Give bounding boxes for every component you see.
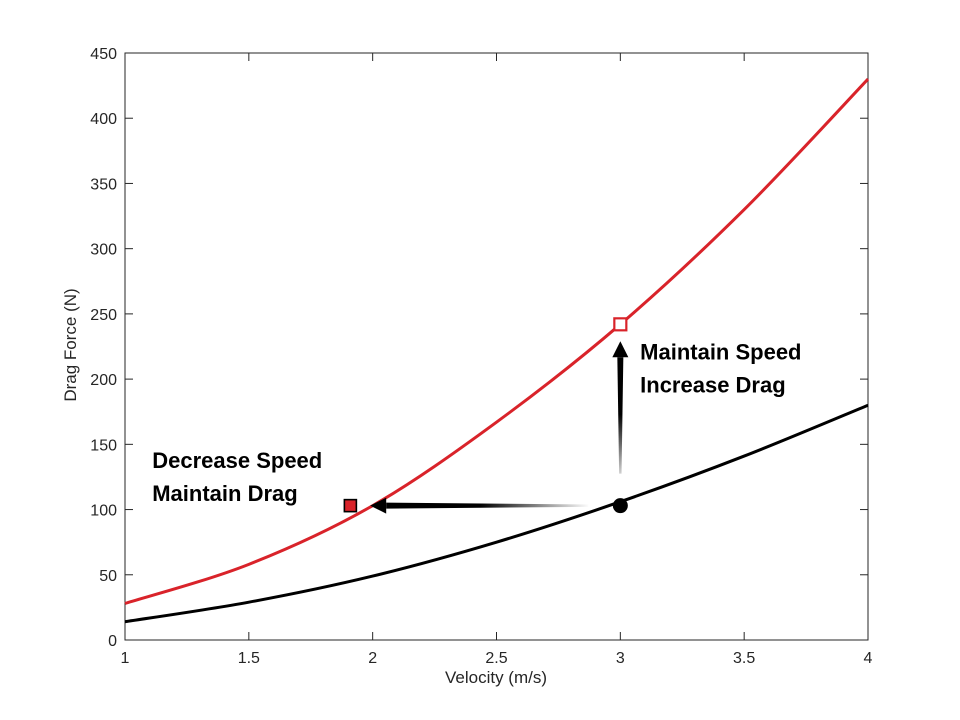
annotations: Maintain Speed Increase Drag Decrease Spee… — [152, 340, 801, 506]
y-tick-label: 0 — [108, 633, 117, 650]
arrow-shaft-0 — [386, 502, 589, 509]
y-tick-label: 50 — [99, 568, 117, 585]
x-tick-label: 4 — [864, 650, 873, 667]
y-axis-label: Drag Force (N) — [61, 288, 80, 401]
x-tick-label: 1.5 — [238, 650, 260, 667]
x-tick-label: 3 — [616, 650, 625, 667]
annotation-1-line-1: Maintain Drag — [152, 481, 297, 506]
markers — [343, 317, 628, 514]
y-tick-label: 400 — [90, 111, 117, 128]
x-tick-label: 1 — [121, 650, 130, 667]
series-line-0 — [124, 78, 870, 605]
arrows — [370, 341, 629, 514]
arrow-head-1 — [612, 341, 629, 358]
y-tick-label: 100 — [90, 503, 117, 520]
y-tick-label: 250 — [90, 307, 117, 324]
annotation-0-line-0: Maintain Speed — [640, 340, 801, 365]
x-axis-label: Velocity (m/s) — [445, 668, 547, 687]
y-tick-label: 450 — [90, 46, 117, 63]
curves — [124, 78, 870, 624]
marker-filled-square — [343, 498, 358, 513]
y-tick-label: 350 — [90, 176, 117, 193]
series-line-1 — [124, 403, 869, 624]
y-tick-label: 150 — [90, 437, 117, 454]
x-tick-label: 2.5 — [485, 650, 507, 667]
arrow-shaft-1 — [617, 357, 624, 474]
marker-filled-circle — [612, 498, 628, 514]
axes: 1 1.5 2 2.5 3 3.5 4 0 50 100 150 200 250 300 350 400 450 — [90, 46, 872, 667]
arrow-head-0 — [370, 497, 387, 514]
x-tick-label: 2 — [368, 650, 377, 667]
annotation-1-line-0: Decrease Speed — [152, 448, 322, 473]
axis-labels: Velocity (m/s) Drag Force (N) — [61, 288, 547, 687]
y-tick-label: 300 — [90, 242, 117, 259]
annotation-0-line-1: Increase Drag — [640, 373, 786, 398]
x-tick-label: 3.5 — [733, 650, 755, 667]
marker-open-square — [613, 317, 628, 332]
y-tick-label: 200 — [90, 372, 117, 389]
